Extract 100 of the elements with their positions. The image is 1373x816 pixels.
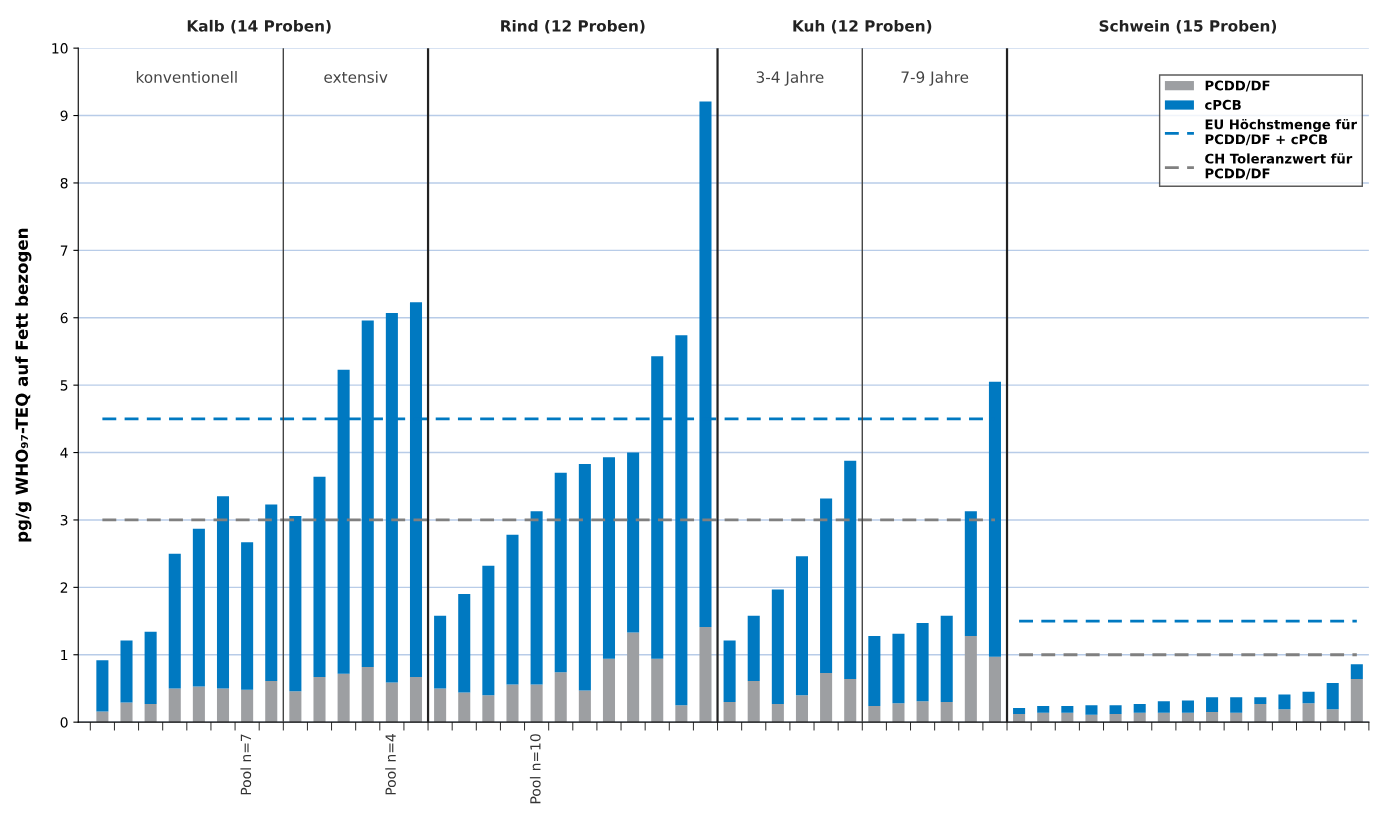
bar bbox=[506, 684, 519, 723]
bar bbox=[241, 542, 254, 690]
bar bbox=[1013, 708, 1026, 715]
legend-label: cPCB bbox=[1205, 99, 1241, 110]
bar bbox=[168, 688, 181, 723]
bar bbox=[265, 504, 278, 682]
x-tick-label: Pool n=7 bbox=[240, 734, 252, 795]
bar bbox=[1302, 691, 1315, 704]
bar bbox=[723, 701, 736, 723]
bar bbox=[747, 615, 760, 682]
bar bbox=[506, 534, 519, 685]
bar bbox=[1013, 714, 1026, 723]
y-tick-label: 6 bbox=[60, 312, 68, 324]
bar bbox=[434, 688, 447, 723]
bar bbox=[1157, 712, 1170, 723]
bar bbox=[409, 677, 423, 723]
bar bbox=[1037, 705, 1050, 713]
text: Rind (12 Proben) bbox=[501, 19, 645, 34]
bar bbox=[795, 695, 808, 723]
bar bbox=[578, 690, 591, 723]
bar bbox=[795, 556, 808, 696]
bar bbox=[892, 703, 905, 723]
legend-label: EU Höchstmenge für PCDD/DF + cPCB bbox=[1205, 118, 1357, 146]
bar bbox=[1278, 694, 1291, 710]
bar bbox=[988, 656, 1001, 723]
bar bbox=[1230, 712, 1243, 723]
bar bbox=[868, 635, 881, 706]
legend-label: PCDD/DF bbox=[1205, 80, 1270, 92]
bar bbox=[434, 615, 447, 689]
y-tick-label: 9 bbox=[60, 110, 68, 122]
bar bbox=[892, 633, 905, 704]
bar bbox=[482, 565, 495, 696]
bar bbox=[627, 632, 640, 723]
bar bbox=[361, 666, 374, 723]
bar bbox=[216, 496, 230, 689]
bar bbox=[1230, 697, 1243, 713]
bar bbox=[699, 627, 712, 723]
bar bbox=[313, 677, 326, 723]
bar bbox=[385, 682, 398, 723]
bar bbox=[1085, 714, 1098, 723]
annotation: 3-4 Jahre bbox=[756, 71, 824, 86]
bar bbox=[192, 686, 205, 723]
bar bbox=[771, 703, 784, 723]
bar bbox=[1181, 712, 1194, 723]
bar bbox=[1254, 703, 1267, 723]
bar bbox=[602, 658, 616, 723]
bar bbox=[458, 594, 471, 693]
bar bbox=[771, 589, 784, 704]
legend-label: CH Toleranzwert für PCDD/DF bbox=[1205, 153, 1353, 180]
bar bbox=[820, 498, 833, 673]
bar bbox=[192, 528, 205, 687]
x-tick-label: Pool n=10 bbox=[529, 734, 541, 804]
x-tick-label: Pool n=4 bbox=[385, 734, 396, 795]
bar bbox=[1206, 712, 1219, 723]
bar bbox=[820, 672, 833, 723]
bar bbox=[96, 660, 109, 712]
bar bbox=[868, 705, 881, 723]
bar bbox=[554, 672, 567, 723]
bar bbox=[1061, 705, 1074, 713]
bar bbox=[216, 688, 230, 723]
bar bbox=[916, 623, 929, 702]
bar bbox=[289, 515, 302, 692]
bar bbox=[1133, 712, 1146, 723]
bar bbox=[964, 635, 977, 723]
bar bbox=[1254, 697, 1267, 704]
bar bbox=[1278, 709, 1291, 723]
bar bbox=[1157, 701, 1170, 713]
bar bbox=[1206, 697, 1219, 713]
bar bbox=[289, 691, 302, 723]
bar bbox=[120, 702, 133, 723]
bar bbox=[602, 457, 616, 659]
bar bbox=[1133, 703, 1146, 713]
bar bbox=[554, 472, 567, 673]
bar bbox=[627, 452, 640, 633]
bar bbox=[651, 658, 664, 723]
text: Kalb (14 Proben) bbox=[187, 19, 331, 34]
bar bbox=[1109, 705, 1122, 715]
y-tick-label: 7 bbox=[60, 245, 68, 256]
bar bbox=[1037, 712, 1050, 723]
bar bbox=[1326, 709, 1339, 723]
y-tick-label: 3 bbox=[60, 514, 68, 526]
bar bbox=[747, 681, 760, 723]
bar bbox=[265, 681, 278, 723]
bar bbox=[578, 464, 591, 691]
bar bbox=[168, 553, 181, 689]
annotation: extensiv bbox=[324, 71, 388, 83]
bar bbox=[844, 460, 857, 680]
bar bbox=[482, 695, 495, 723]
bar bbox=[964, 511, 977, 636]
bar bbox=[241, 689, 254, 723]
bar bbox=[458, 692, 471, 723]
bar bbox=[1302, 703, 1315, 723]
bar bbox=[96, 711, 109, 723]
bar bbox=[1085, 705, 1098, 715]
bar bbox=[530, 684, 543, 723]
text: Schwein (15 Proben) bbox=[1099, 19, 1277, 34]
bar bbox=[313, 476, 326, 677]
y-tick-label: 1 bbox=[61, 649, 68, 661]
y-tick-label: 10 bbox=[52, 43, 68, 54]
y-tick-label: 5 bbox=[60, 380, 68, 391]
